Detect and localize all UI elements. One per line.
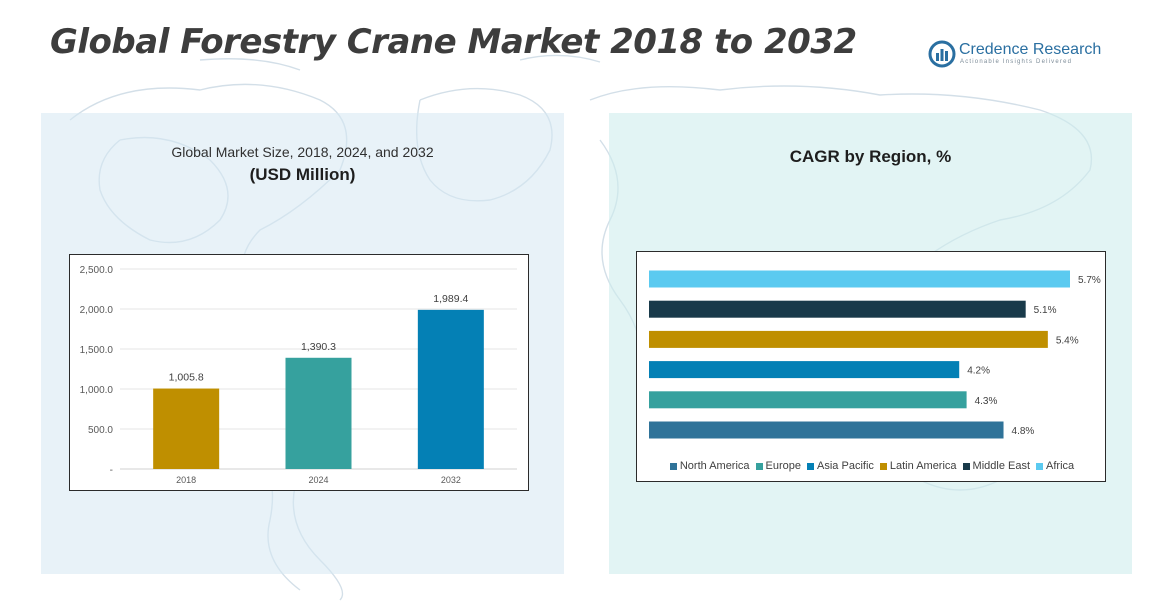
legend-label: Africa [1046,460,1075,472]
legend-item: Asia Pacific [807,460,874,472]
credence-research-logo: Credence Research Actionable Insights De… [928,40,1118,70]
legend-swatch [879,462,887,470]
y-tick-label: 1,000.0 [80,385,114,396]
page-title: Global Forestry Crane Market 2018 to 203… [50,22,857,62]
x-tick-label: 2018 [176,475,196,485]
logo-name: Credence [959,41,1029,58]
market-size-chart: - 500.0 1,000.0 1,500.0 2,000.0 2,500.0 1,005.… [69,254,529,491]
legend-item: North America [669,460,750,472]
market-size-chart-svg: - 500.0 1,000.0 1,500.0 2,000.0 2,500.0 1,005.… [80,265,517,485]
bar-2018 [153,388,220,469]
cagr-bar-north-america [649,421,1004,439]
logo-tagline: Actionable Insights Delivered [960,59,1073,65]
legend-item: Middle East [962,460,1031,472]
cagr-bar-middle-east [649,300,1026,318]
cagr-value-label: 4.3% [975,396,998,407]
legend-item: Africa [1036,460,1074,472]
y-tick-label: - [110,465,113,476]
bar-2032 [417,309,484,469]
legend-label: Asia Pacific [817,460,874,472]
bar-value-label: 1,989.4 [433,293,468,305]
cagr-chart-svg: 5.7% 5.1% 5.4% 4.2% 4.3% 4.8% [649,270,1101,439]
y-tick-label: 1,500.0 [80,345,114,356]
legend-item: Latin America [879,460,957,472]
cagr-legend: North America Europe Asia Pacific Latin Ame… [637,460,1107,472]
legend-item: Europe [755,460,802,472]
legend-swatch [962,462,970,470]
market-size-subtitle: Global Market Size, 2018, 2024, and 2032 [171,144,434,160]
cagr-bar-latin-america [649,330,1048,348]
cagr-value-label: 4.2% [967,366,990,377]
logo-name-2: Research [1032,41,1102,58]
cagr-bar-africa [649,270,1070,288]
cagr-chart: 5.7% 5.1% 5.4% 4.2% 4.3% 4.8% North America Eu… [636,251,1106,482]
cagr-bar-europe [649,391,967,409]
legend-swatch [1036,462,1044,470]
bar-value-label: 1,390.3 [301,341,336,353]
legend-label: Latin America [889,460,957,472]
cagr-value-label: 5.1% [1034,305,1057,316]
bar-2024 [285,357,352,469]
y-tick-label: 2,500.0 [80,265,114,276]
x-tick-label: 2032 [441,475,461,485]
cagr-value-label: 5.4% [1056,335,1079,346]
x-tick-label: 2024 [308,475,328,485]
legend-label: Europe [765,460,802,472]
cagr-bar-asia-pacific [649,361,960,379]
legend-swatch [807,462,815,470]
y-tick-label: 2,000.0 [80,305,114,316]
logo-bar-chart-icon [928,40,956,68]
cagr-value-label: 4.8% [1012,426,1035,437]
market-size-unit: (USD Million) [249,165,356,184]
bar-value-label: 1,005.8 [169,372,204,384]
cagr-value-label: 5.7% [1078,275,1101,286]
legend-label: Middle East [972,460,1031,472]
legend-label: North America [679,460,750,472]
legend-swatch [669,462,677,470]
legend-swatch [755,462,763,470]
y-tick-label: 500.0 [88,425,113,436]
cagr-title: CAGR by Region, % [789,147,952,166]
